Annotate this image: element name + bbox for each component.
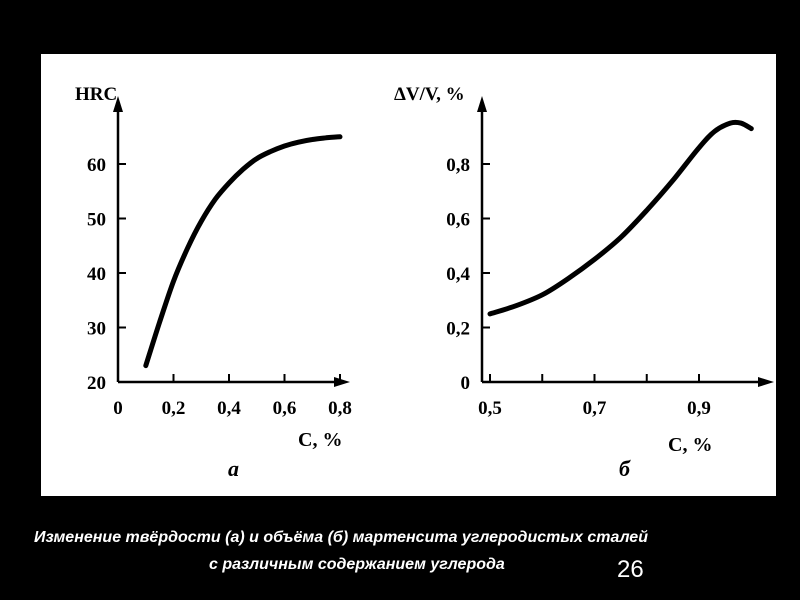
chart-b-x-axis-arrow	[758, 377, 774, 387]
chart-b-y-tick-label: 0,4	[446, 264, 470, 285]
chart-a-y-tick-label: 40	[87, 264, 106, 285]
caption-line-1: Изменение твёрдости (а) и объёма (б) мар…	[34, 529, 648, 546]
chart-b-x-axis-label: С, %	[668, 434, 712, 456]
chart-a-y-axis-arrow	[113, 96, 123, 112]
chart-a-x-tick-label: 0	[113, 398, 123, 419]
chart-b-x-tick-label: 0,5	[478, 398, 502, 419]
chart-a-x-tick-label: 0,4	[217, 398, 241, 419]
chart-b-panel-label: б	[619, 456, 631, 481]
chart-a-y-axis-label: HRC	[75, 84, 117, 105]
chart-a-x-axis-label: С, %	[298, 429, 342, 451]
chart-a-y-tick-label: 50	[87, 210, 106, 231]
chart-b-x-tick-label: 0,7	[583, 398, 607, 419]
chart-a-series-line	[143, 134, 343, 369]
chart-a-y-tick-label: 20	[87, 373, 106, 394]
chart-a-x-tick-label: 0,2	[162, 398, 186, 419]
chart-b-y-axis-arrow	[477, 96, 487, 112]
caption-line-2: с различным содержанием углерода	[209, 556, 505, 573]
chart-b-series-line	[487, 119, 754, 317]
chart-a-panel-label: а	[228, 456, 239, 481]
slide-number: 26	[617, 556, 644, 583]
chart-a-x-tick-label: 0,8	[328, 398, 352, 419]
chart-a-x-tick-label: 0,6	[273, 398, 297, 419]
chart-a-x-axis-arrow	[334, 377, 350, 387]
chart-b-x-tick-label: 0,9	[687, 398, 711, 419]
chart-a-y-tick-label: 30	[87, 319, 106, 340]
chart-b-y-tick-label: 0,2	[446, 319, 470, 340]
chart-b-y-tick-label: 0	[461, 373, 471, 394]
chart-a-y-tick-label: 60	[87, 155, 106, 176]
chart-b-y-tick-label: 0,6	[446, 210, 470, 231]
chart-b-y-axis-label: ΔV/V, %	[394, 84, 465, 105]
figure-panel	[41, 54, 776, 496]
chart-b-y-tick-label: 0,8	[446, 155, 470, 176]
